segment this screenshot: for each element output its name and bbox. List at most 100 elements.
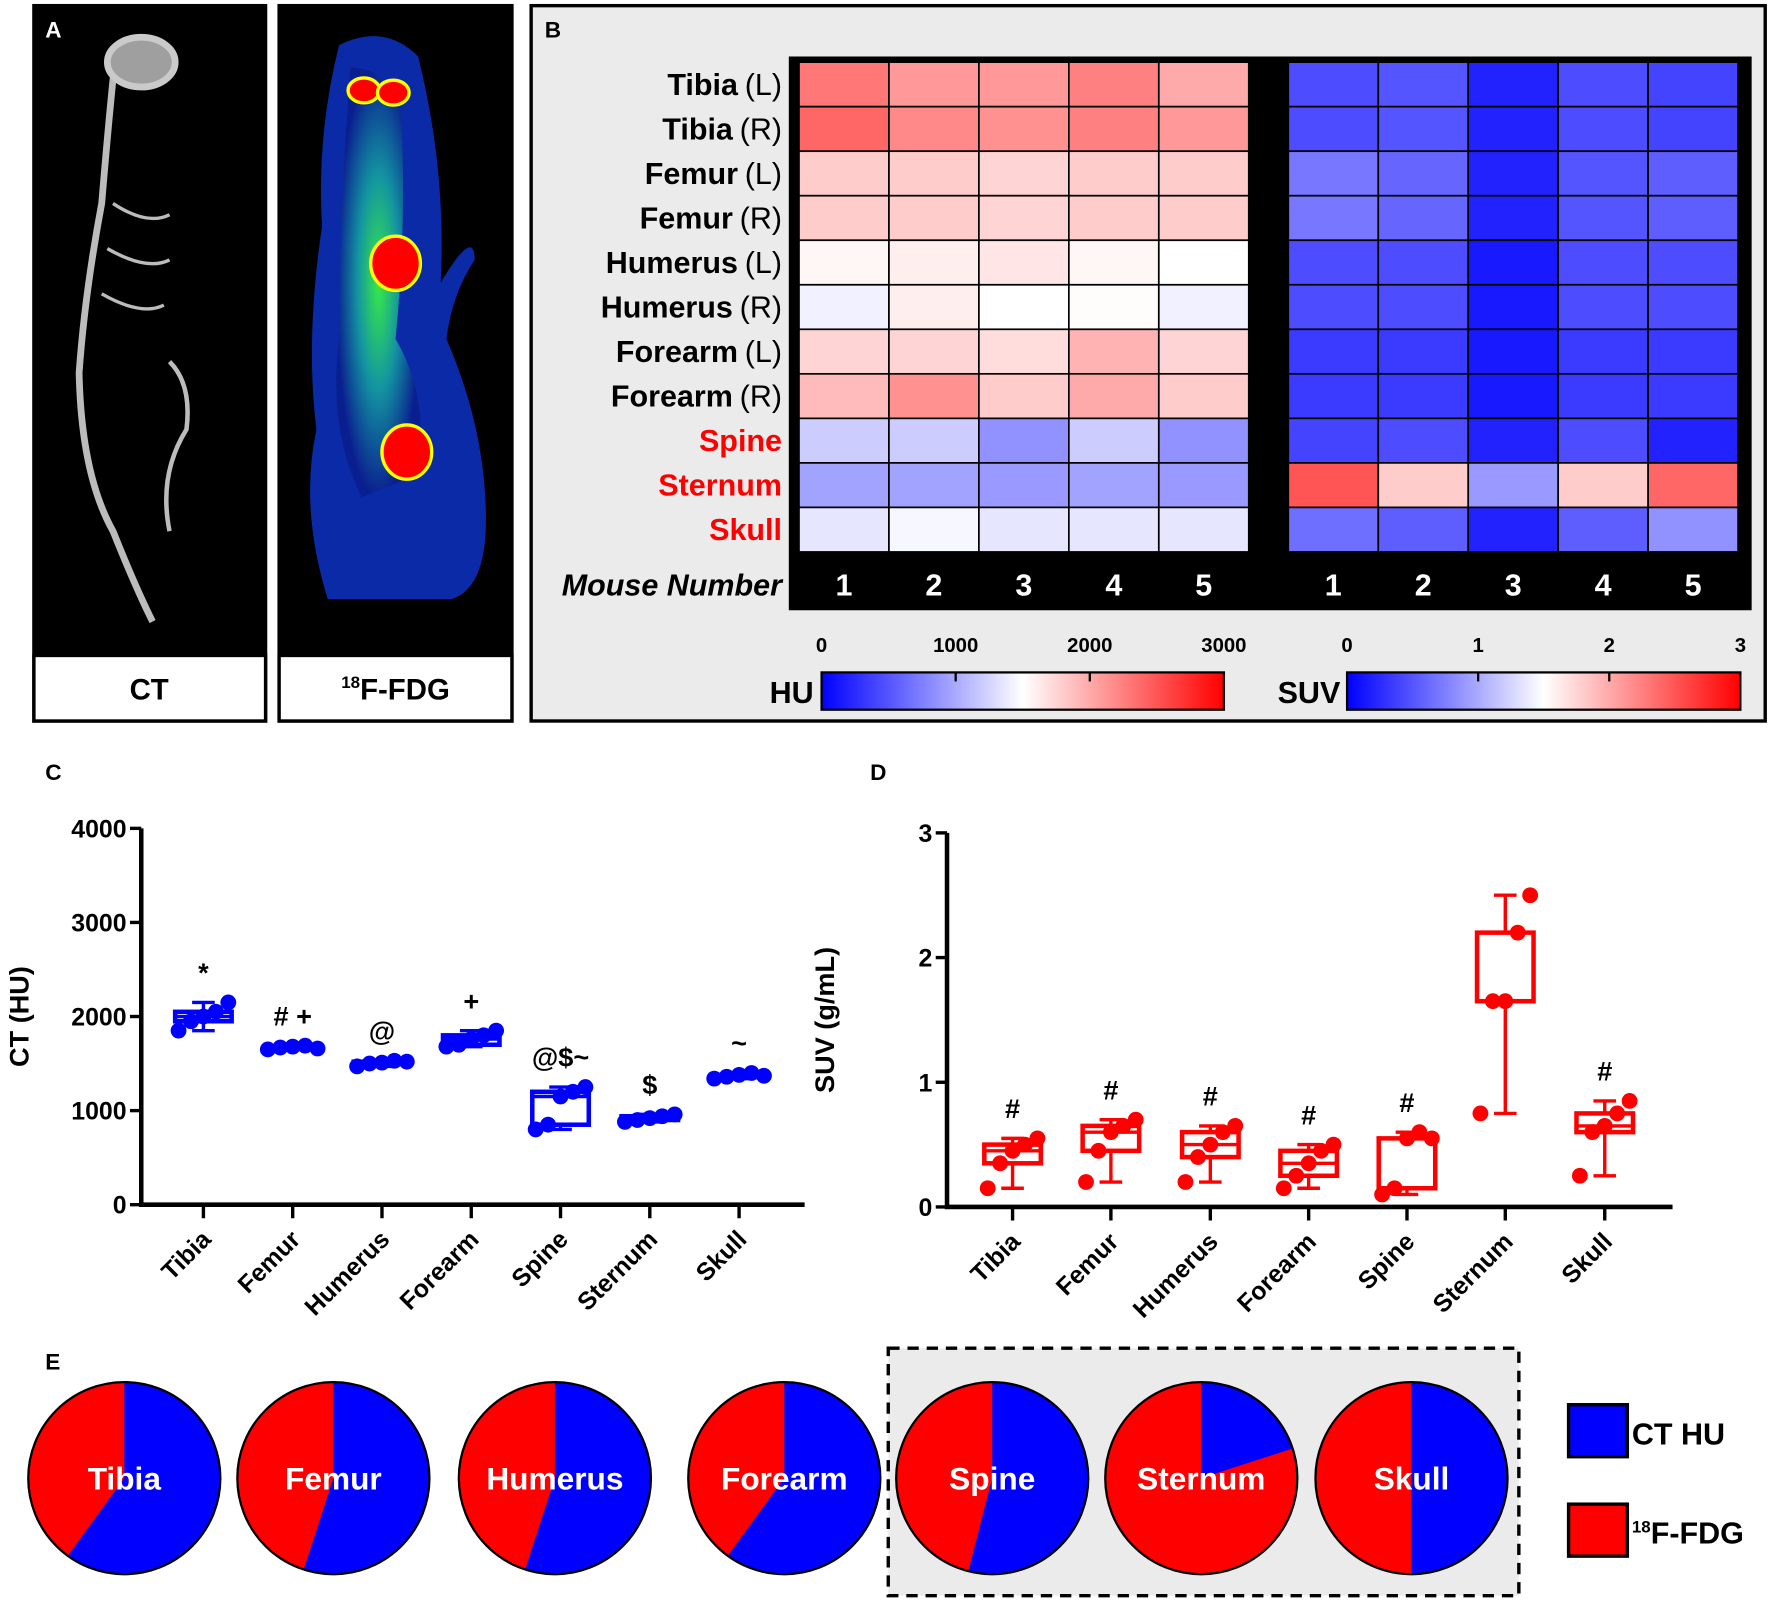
row-side: (R) bbox=[740, 202, 782, 236]
hu-heatmap-cell bbox=[1157, 462, 1250, 509]
hu-heatmap-cell bbox=[798, 372, 890, 420]
hu-heatmap-cell bbox=[978, 105, 1070, 153]
pie-slice-ct bbox=[303, 1382, 430, 1575]
data-point bbox=[718, 1068, 735, 1085]
x-tick-label: Spine bbox=[506, 1225, 574, 1293]
y-tick-label: 2 bbox=[919, 945, 933, 973]
hu-heatmap-cell bbox=[798, 105, 890, 153]
suv-heatmap-cell bbox=[1377, 239, 1470, 286]
pie-slice-ct bbox=[727, 1382, 881, 1575]
data-point bbox=[1484, 993, 1501, 1010]
row-name: Femur bbox=[645, 157, 738, 191]
heatmap-row-label: Tibia (R) bbox=[662, 112, 782, 146]
legend-label-ct: CT HU bbox=[1632, 1417, 1725, 1451]
suv-heatmap-cell bbox=[1467, 283, 1560, 331]
suv-heatmap-cell bbox=[1377, 150, 1470, 197]
suv-heatmap-cell bbox=[1467, 462, 1560, 509]
hu-heatmap-cell bbox=[1068, 328, 1160, 375]
suv-colorbar-label: SUV bbox=[1278, 676, 1341, 710]
data-point bbox=[1522, 887, 1539, 904]
heatmap-row-label: Sternum bbox=[658, 469, 782, 503]
suv-heatmap-cell bbox=[1287, 417, 1380, 464]
suv-heatmap-cell bbox=[1467, 194, 1560, 242]
hu-heatmap-cell bbox=[1157, 283, 1250, 331]
data-point bbox=[1497, 993, 1514, 1010]
suv-heatmap-cell bbox=[1647, 372, 1739, 420]
hu-heatmap-cell bbox=[798, 150, 890, 197]
suv-heatmap-cell bbox=[1377, 194, 1470, 242]
data-point bbox=[259, 1041, 276, 1058]
pie-outline bbox=[457, 1380, 653, 1576]
pie-label: Tibia bbox=[88, 1460, 162, 1496]
suv-heatmap-cell bbox=[1377, 105, 1470, 153]
y-tick-label: 3 bbox=[919, 820, 933, 848]
data-point bbox=[641, 1110, 658, 1127]
heatmap-row-label: Femur (L) bbox=[645, 157, 782, 191]
data-point bbox=[1029, 1130, 1046, 1147]
hu-heatmap-cell bbox=[798, 194, 890, 242]
ct-label: CT bbox=[130, 674, 169, 707]
significance-annotation: # + bbox=[273, 1000, 311, 1031]
data-point bbox=[309, 1040, 326, 1057]
pie-outline bbox=[1314, 1380, 1509, 1576]
suv-colorbar-tick-label: 0 bbox=[1341, 635, 1352, 657]
data-point bbox=[552, 1088, 569, 1105]
data-point bbox=[743, 1065, 760, 1081]
x-tick-label: Sternum bbox=[572, 1225, 663, 1316]
data-point bbox=[1090, 1142, 1107, 1159]
row-name: Humerus bbox=[601, 291, 733, 325]
ct-boxplot: 0 1000 2000 3000 4000 CT (HU) Tibia * Femur # + Hu… bbox=[3, 815, 805, 1321]
data-point bbox=[488, 1022, 505, 1039]
data-point bbox=[207, 1003, 224, 1020]
heatmap-row-label: Spine bbox=[699, 424, 782, 458]
pie-outline bbox=[236, 1380, 431, 1576]
data-point bbox=[1325, 1136, 1342, 1153]
heatmap-row-label: Forearm (L) bbox=[616, 335, 782, 369]
pie-label: Sternum bbox=[1137, 1460, 1265, 1496]
hu-heatmap-cell bbox=[888, 372, 980, 420]
suv-heatmap-cell bbox=[1557, 194, 1649, 242]
pie-label: Humerus bbox=[486, 1460, 623, 1496]
pie-slice-ct bbox=[1201, 1382, 1293, 1479]
row-name: Tibia bbox=[662, 112, 734, 146]
heatmap-row-label: Humerus (L) bbox=[606, 246, 782, 280]
pie-outline bbox=[27, 1380, 222, 1576]
pet-mouse-render bbox=[310, 36, 486, 599]
panel-label-e: E bbox=[45, 1350, 60, 1375]
hu-colorbar-tick-label: 2000 bbox=[1067, 635, 1112, 657]
row-side: (R) bbox=[740, 380, 782, 414]
ct-image bbox=[32, 3, 268, 723]
hu-heatmap-cell bbox=[888, 328, 980, 375]
significance-annotation: @$~ bbox=[532, 1042, 589, 1073]
pie-outline bbox=[687, 1380, 882, 1576]
suv-boxplot: 0 1 2 3 SUV (g/mL) Tibia # Femur # Humerus # Forear… bbox=[809, 820, 1673, 1324]
significance-annotation: ~ bbox=[731, 1028, 747, 1059]
hu-heatmap-cell bbox=[888, 239, 980, 286]
data-point bbox=[183, 1013, 199, 1030]
legend-fdg-sup: 18 bbox=[1632, 1517, 1651, 1536]
y-tick-label: 1 bbox=[919, 1069, 933, 1097]
data-point bbox=[1102, 1124, 1119, 1141]
pie-charts: Tibia Femur Humerus Forearm Spine Sternum Skul… bbox=[27, 1380, 1509, 1576]
hu-heatmap-cell bbox=[1068, 239, 1160, 286]
pie-slice-ct bbox=[525, 1382, 651, 1575]
panel-label-d: D bbox=[870, 760, 886, 785]
panel-a: A CT 18F-FDG bbox=[32, 3, 514, 723]
hu-heatmap-cell bbox=[1157, 506, 1250, 553]
significance-annotation: + bbox=[463, 985, 479, 1016]
suv-heatmap-cell bbox=[1377, 462, 1470, 509]
data-point bbox=[731, 1066, 747, 1083]
pet-label-sup: 18 bbox=[341, 673, 360, 692]
hu-heatmap-cell bbox=[888, 194, 980, 242]
row-name: Humerus bbox=[606, 246, 738, 280]
significance-annotation: * bbox=[198, 957, 209, 988]
suv-heatmap-cell bbox=[1287, 105, 1380, 153]
hu-heatmap-cell bbox=[798, 283, 890, 331]
pie-label: Forearm bbox=[721, 1460, 848, 1496]
data-point bbox=[756, 1067, 772, 1084]
data-point bbox=[540, 1116, 557, 1133]
data-point bbox=[527, 1121, 544, 1138]
y-tick-label: 3000 bbox=[71, 909, 126, 937]
data-point bbox=[1275, 1180, 1292, 1197]
